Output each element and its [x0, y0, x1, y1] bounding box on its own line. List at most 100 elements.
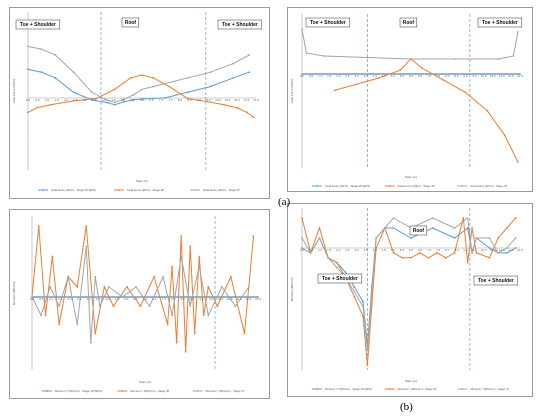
data-point	[301, 237, 303, 239]
data-point	[207, 285, 210, 288]
data-point	[453, 58, 456, 60]
series-line-1	[27, 74, 255, 118]
y-tick-label: ·	[299, 355, 300, 359]
region-label-box	[305, 17, 351, 28]
data-point	[166, 323, 169, 326]
x-tick-label: 5.0	[391, 74, 396, 78]
data-point	[431, 217, 434, 219]
data-point	[90, 91, 93, 94]
data-point	[198, 265, 201, 268]
data-point	[89, 341, 92, 344]
data-point	[236, 107, 239, 109]
y-tick-label: ·	[299, 166, 300, 170]
data-point	[401, 256, 404, 259]
x-tick-label: 0.0	[30, 297, 35, 301]
data-point	[252, 116, 255, 119]
x-tick-label: 8.5	[454, 248, 459, 252]
data-point	[410, 58, 412, 60]
x-tick-label: 10.5	[225, 98, 231, 102]
data-point	[512, 55, 515, 57]
data-point	[58, 305, 61, 308]
data-point	[248, 71, 251, 74]
data-point	[248, 54, 251, 56]
data-point	[421, 67, 423, 69]
data-point	[129, 77, 132, 79]
data-point	[399, 69, 401, 72]
x-tick-label: 10.0	[481, 248, 487, 252]
data-point	[234, 305, 237, 308]
x-tick-label: 4.5	[111, 98, 116, 102]
x-tick-label: 2.5	[73, 98, 78, 102]
data-point	[243, 332, 246, 335]
x-tick-label: 8.5	[190, 297, 195, 301]
data-point	[514, 217, 517, 219]
data-point	[229, 275, 232, 278]
x-tick-label: 4.0	[373, 74, 378, 78]
data-point	[106, 99, 109, 102]
x-tick-label: 1.0	[49, 297, 54, 301]
x-tick-label: 8.0	[181, 297, 186, 301]
y-tick-label: ·	[25, 168, 26, 172]
data-point	[72, 99, 75, 102]
data-point	[131, 94, 134, 97]
data-point	[220, 285, 223, 288]
y-tick-label: ·	[299, 12, 300, 16]
x-tick-label: 7.0	[427, 74, 432, 78]
y-tick-label: ·	[299, 63, 300, 67]
x-tick-label: 6.0	[409, 74, 414, 78]
data-point	[76, 323, 79, 326]
chart-panel-top-right: · · · · · · · · · · · · · 0.0 0.5 1.0 1.5 2.0 2.5 3.0 3.5 4.0…	[287, 7, 533, 192]
y-tick-label: ·	[29, 291, 30, 295]
legend-label: Moment Y (MNm/m) - Stage 36	[398, 387, 437, 391]
x-tick-label: 10.5	[490, 248, 496, 252]
data-point	[486, 109, 489, 112]
legend-label: Moment Y (MNm/m) - Stage 37	[206, 389, 245, 393]
y-tick-label: ·	[25, 50, 26, 54]
region-label-l: Toe + Shoulder	[15, 19, 61, 30]
data-point	[189, 305, 192, 308]
x-tick-label: 7.0	[162, 297, 167, 301]
data-point	[466, 227, 469, 229]
data-point	[442, 79, 445, 82]
chart-bottom-right: ·············0.0 0.5 1.0 1.5 2.0 2.5 3.0 3.5 4.0…	[290, 206, 523, 391]
y-tick-label: ·	[25, 102, 26, 106]
data-point	[516, 31, 519, 33]
x-tick-label: 2.5	[345, 248, 350, 252]
data-point	[453, 237, 456, 239]
x-tick-label: 6.5	[149, 98, 154, 102]
data-point	[175, 341, 178, 344]
y-axis-title: Moment (MNm/m)	[12, 281, 16, 305]
x-tick-label: 11.0	[236, 297, 242, 301]
y-tick-label: ·	[299, 76, 300, 80]
region-label-r: Toe + Shoulder	[473, 275, 519, 286]
x-tick-label: 11.0	[499, 248, 505, 252]
x-tick-label: 10.0	[215, 98, 221, 102]
y-tick-label: ·	[299, 287, 300, 291]
x-tick-label: 12.0	[517, 248, 523, 252]
data-point	[113, 103, 116, 106]
data-point	[516, 160, 519, 163]
y-tick-label: ·	[25, 115, 26, 119]
y-tick-label: ·	[299, 25, 300, 29]
series-line-2	[301, 28, 519, 60]
data-point	[126, 285, 128, 288]
x-tick-label: 5.5	[400, 248, 405, 252]
data-point	[186, 91, 189, 94]
x-tick-label: 8.5	[187, 98, 192, 102]
y-tick-label: ·	[29, 368, 30, 372]
data-point	[471, 227, 473, 229]
x-tick-label: 8.0	[445, 248, 450, 252]
x-tick-label: 3.5	[363, 74, 368, 78]
series-line-0	[27, 68, 250, 106]
data-point	[51, 255, 54, 258]
region-label-box	[15, 19, 61, 30]
data-point	[193, 332, 196, 335]
region-label-text: Roof	[403, 20, 415, 26]
x-tick-label: 11.5	[508, 74, 514, 78]
x-tick-label: 0.5	[309, 74, 314, 78]
y-tick-label: ·	[299, 328, 300, 332]
data-point	[464, 91, 467, 94]
legend-marker	[388, 388, 391, 390]
y-tick-label: ·	[299, 274, 300, 278]
data-point	[392, 251, 395, 254]
